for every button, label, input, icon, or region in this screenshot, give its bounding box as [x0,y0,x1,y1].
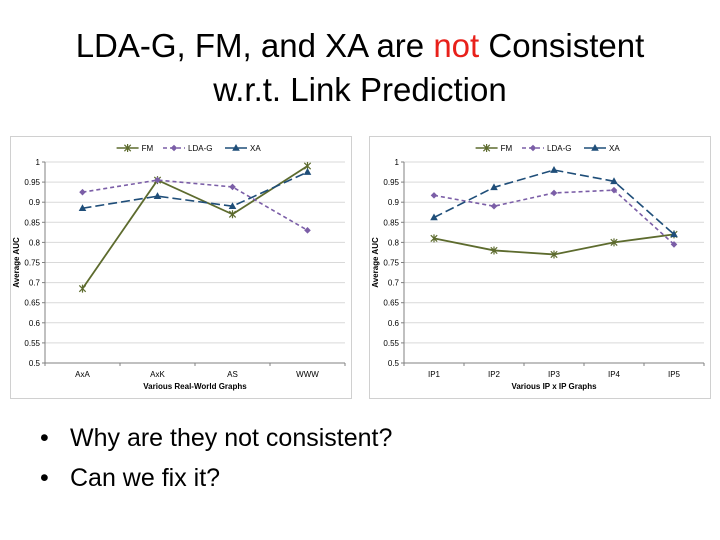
data-point-diamond [490,202,498,210]
y-axis-title: Average AUC [12,237,21,288]
data-point-star [482,144,491,152]
legend: FM LDA-G XA [116,144,261,153]
data-point-diamond [154,176,161,184]
chart-border [369,136,711,399]
series-line [82,179,308,232]
legend-label: FM [142,144,154,153]
bullet-list: • Why are they not consistent? • Can we fi… [40,418,392,498]
y-tick-label: 0.5 [388,359,400,368]
data-point-diamond [170,144,178,152]
x-tick-label: IP4 [608,370,621,379]
legend-item: XA [584,144,620,153]
y-tick-label: 0.55 [24,339,40,348]
series-xa [78,168,312,212]
x-tick-label: AxK [150,370,165,379]
data-point-diamond [304,227,311,234]
legend-item: LDA-G [163,144,212,153]
data-point-star [123,144,132,152]
data-point-triangle [490,183,498,191]
y-tick-label: 0.65 [24,299,40,308]
x-tick-label: IP1 [428,370,441,379]
y-tick-label: 0.7 [388,279,400,288]
data-point-star [490,246,498,255]
legend-item: FM [116,144,154,153]
y-tick-label: 0.85 [383,218,399,227]
chart-real-world-graphs: 0.5 0.55 0.6 0.65 0.7 0.75 0.8 0.85 0.9 0.95 1 AxA A… [10,136,352,399]
legend-label: LDA-G [547,144,571,153]
y-tick-label: 0.9 [29,198,41,207]
data-point-triangle [303,168,312,175]
data-point-triangle [430,213,438,221]
legend-label: XA [609,144,620,153]
y-tick-label: 0.95 [24,178,40,187]
bullet-text: Why are they not consistent? [70,424,393,452]
title-line-2: w.r.t. Link Prediction [213,71,507,108]
x-tick-label: IP5 [668,370,681,379]
y-tick-label: 0.9 [388,198,400,207]
y-tick-label: 0.6 [388,319,400,328]
data-point-triangle [153,192,162,199]
bullet-marker: • [40,424,49,452]
chart-ip-graphs: 0.5 0.55 0.6 0.65 0.7 0.75 0.8 0.85 0.9 0.95 1 IP1 I… [369,136,711,399]
y-tick-label: 0.65 [383,299,399,308]
title-highlight-not: not [433,27,480,64]
y-tick-label: 0.8 [29,238,41,247]
data-point-star [78,284,87,293]
y-tick-label: 0.7 [29,279,41,288]
data-point-triangle [670,230,678,238]
x-tick-label: AxA [75,370,90,379]
y-tick-label: 0.55 [383,339,399,348]
y-tick-label: 0.85 [24,218,40,227]
chart-border [10,136,352,399]
data-point-star [550,250,558,259]
data-point-triangle [228,202,237,210]
x-tick-label: IP2 [488,370,501,379]
bullet-item: • Why are they not consistent? [40,418,392,458]
legend-label: XA [250,144,261,153]
x-tick-label: WWW [296,370,319,379]
data-point-triangle [591,144,599,151]
data-point-triangle [78,204,87,212]
series-line [433,169,675,235]
x-axis-title: Various IP x IP Graphs [511,382,597,391]
title-line-1: LDA-G, FM, and XA are not Consistent [0,24,720,68]
chart-svg-real-world: 0.5 0.55 0.6 0.65 0.7 0.75 0.8 0.85 0.9 0.95 1 AxA A… [10,136,352,399]
legend-label: FM [501,144,513,153]
y-tick-label: 0.5 [29,359,41,368]
bullet-text: Can we fix it? [70,464,221,492]
slide-title: LDA-G, FM, and XA are not Consistent w.r… [0,24,720,112]
y-tick-label: 0.6 [29,319,41,328]
data-point-triangle [610,177,618,185]
title-text-start: LDA-G, FM, and XA are [75,27,434,64]
data-point-star [228,210,237,219]
y-tick-label: 0.75 [383,259,399,268]
legend-label: LDA-G [188,144,212,153]
y-tick-label: 0.95 [383,178,399,187]
x-axis-title: Various Real-World Graphs [143,382,247,391]
y-axis-title: Average AUC [371,237,380,288]
x-tick-label: AS [227,370,238,379]
y-tick-label: 0.75 [24,259,40,268]
series-xa [430,166,678,238]
data-point-diamond [430,192,438,199]
title-text-end: Consistent [479,27,645,64]
legend-item: XA [225,144,261,153]
data-point-triangle [232,144,240,151]
series-line [81,165,308,290]
y-tick-label: 1 [36,158,41,167]
y-tick-label: 0.8 [388,238,400,247]
y-tick-label: 1 [395,158,400,167]
bullet-marker: • [40,464,49,492]
bullet-item: • Can we fix it? [40,458,392,498]
data-point-star [430,234,438,243]
x-tick-label: IP3 [548,370,561,379]
legend-item: FM [475,144,513,153]
data-point-star [610,238,618,247]
chart-svg-ip-graphs: 0.5 0.55 0.6 0.65 0.7 0.75 0.8 0.85 0.9 0.95 1 IP1 I… [369,136,711,399]
data-point-triangle [550,166,558,173]
